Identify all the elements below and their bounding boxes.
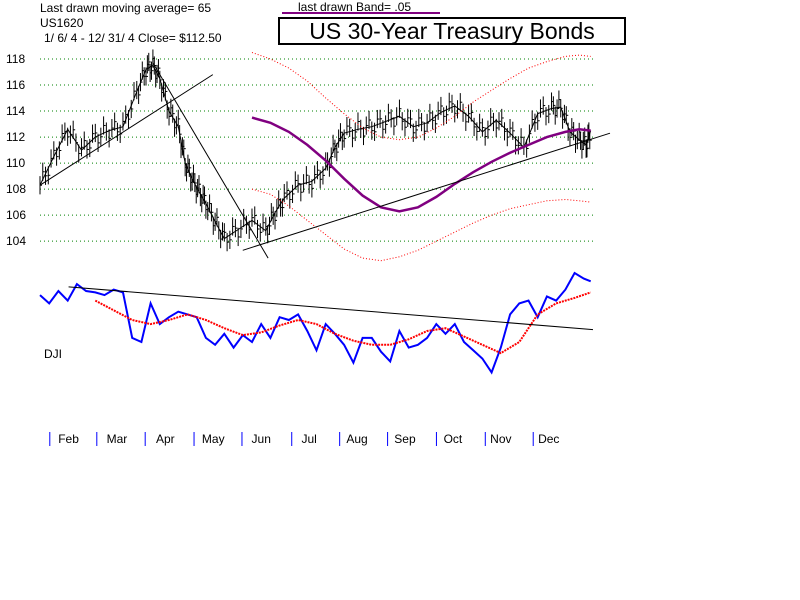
y-tick-label: 108	[6, 182, 26, 196]
dji-trendline	[68, 286, 594, 331]
month-label: Oct	[444, 432, 463, 446]
moving-average-label: Last drawn moving average= 65	[40, 1, 212, 15]
y-tick-label: 112	[6, 130, 25, 144]
y-tick-label: 104	[6, 234, 26, 248]
y-tick-label: 110	[6, 156, 25, 170]
month-label: May	[202, 432, 225, 446]
moving-average-line	[251, 116, 591, 213]
price-series-line	[39, 64, 592, 240]
y-tick-label: 106	[6, 208, 26, 222]
dji-moving-average-line	[94, 291, 592, 355]
month-label: Feb	[58, 432, 79, 446]
month-label: Apr	[156, 432, 175, 446]
y-tick-label: 114	[6, 104, 25, 118]
price-trendline	[152, 62, 269, 259]
month-label: Mar	[107, 432, 128, 446]
month-label: Dec	[538, 432, 559, 446]
month-label: Jun	[252, 432, 271, 446]
lower-band-line	[251, 188, 591, 262]
month-label: Jul	[301, 432, 316, 446]
y-tick-label: 118	[6, 52, 25, 66]
dji-line	[39, 271, 592, 375]
date-range-close-label: 1/ 6/ 4 - 12/ 31/ 4 Close= $112.50	[44, 31, 222, 45]
y-tick-label: 116	[6, 78, 25, 92]
price-trendline	[39, 74, 214, 186]
price-trendline	[242, 132, 611, 251]
band-underline	[282, 12, 440, 14]
band-label: last drawn Band= .05	[298, 0, 412, 14]
month-label: Aug	[346, 432, 367, 446]
month-label: Sep	[394, 432, 416, 446]
chart-title: US 30-Year Treasury Bonds	[278, 17, 626, 45]
upper-band-line	[251, 52, 591, 141]
dji-label: DJI	[44, 347, 62, 361]
symbol-label: US1620	[40, 16, 84, 30]
month-label: Nov	[490, 432, 511, 446]
